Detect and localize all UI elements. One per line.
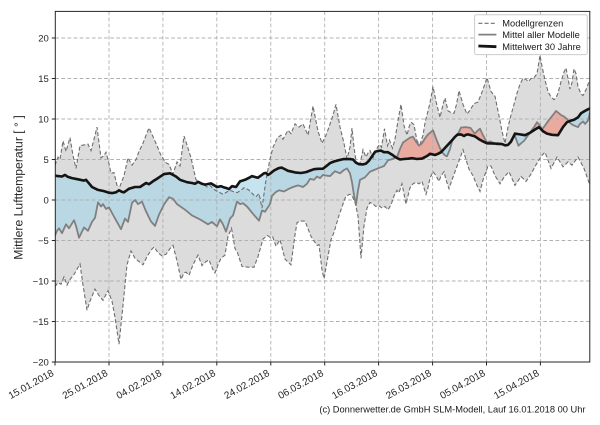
svg-text:−5: −5 xyxy=(38,236,49,247)
svg-text:Mittel aller Modelle: Mittel aller Modelle xyxy=(502,30,580,40)
svg-text:−10: −10 xyxy=(33,276,49,287)
svg-text:10: 10 xyxy=(38,114,49,125)
svg-text:0: 0 xyxy=(44,195,49,206)
svg-text:5: 5 xyxy=(44,155,49,166)
svg-text:15: 15 xyxy=(38,74,49,85)
svg-text:Mittlere Lufttemperatur [ ° ]: Mittlere Lufttemperatur [ ° ] xyxy=(12,115,26,259)
svg-text:−15: −15 xyxy=(33,317,49,328)
svg-text:20: 20 xyxy=(38,33,49,44)
svg-text:Mittelwert 30 Jahre: Mittelwert 30 Jahre xyxy=(502,42,581,52)
svg-text:Modellgrenzen: Modellgrenzen xyxy=(502,19,563,29)
svg-text:−20: −20 xyxy=(33,357,49,368)
svg-text:(c) Donnerwetter.de GmbH SLM-M: (c) Donnerwetter.de GmbH SLM-Modell, Lau… xyxy=(319,405,585,415)
